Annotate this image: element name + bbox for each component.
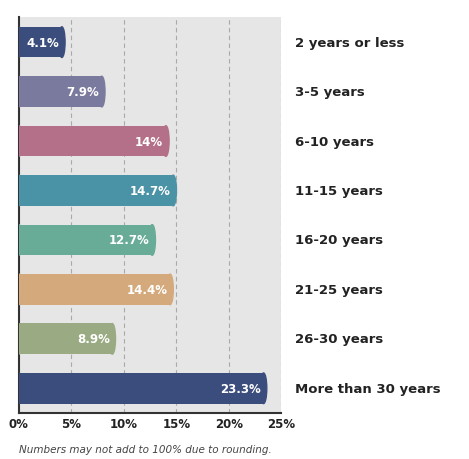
Text: 8.9%: 8.9% [77,333,110,346]
Text: 23.3%: 23.3% [220,382,261,395]
Text: 11-15 years: 11-15 years [295,185,383,197]
Circle shape [15,274,22,305]
Text: 14.4%: 14.4% [127,283,167,296]
Bar [19,166,281,216]
Circle shape [170,176,176,207]
Bar [19,176,173,207]
Bar [19,67,281,117]
Text: 6-10 years: 6-10 years [295,135,374,148]
Bar [19,28,62,58]
Text: 26-30 years: 26-30 years [295,333,384,346]
Circle shape [15,225,22,256]
Circle shape [260,373,267,404]
Circle shape [149,225,155,256]
Bar [19,324,112,354]
Circle shape [109,324,115,354]
Circle shape [98,77,105,108]
Circle shape [15,77,22,108]
Bar [19,225,152,256]
Text: 3-5 years: 3-5 years [295,86,365,99]
Circle shape [59,28,65,58]
Circle shape [15,126,22,157]
Circle shape [15,176,22,207]
Text: 2 years or less: 2 years or less [295,37,405,50]
Bar [19,18,281,67]
Text: 14%: 14% [135,135,163,148]
Bar [19,364,281,413]
Text: 12.7%: 12.7% [109,234,150,247]
Text: Numbers may not add to 100% due to rounding.: Numbers may not add to 100% due to round… [19,444,272,454]
Bar [19,274,170,305]
Bar [19,77,102,108]
Circle shape [15,373,22,404]
Bar [19,314,281,364]
Text: 14.7%: 14.7% [130,185,171,197]
Text: 21-25 years: 21-25 years [295,283,383,296]
Bar [19,117,281,166]
Text: More than 30 years: More than 30 years [295,382,441,395]
Circle shape [167,274,174,305]
Circle shape [15,324,22,354]
Text: 4.1%: 4.1% [26,37,59,50]
Bar [19,126,166,157]
Bar [19,216,281,265]
Bar [19,373,264,404]
Bar [19,265,281,314]
Text: 7.9%: 7.9% [67,86,99,99]
Circle shape [15,28,22,58]
Circle shape [163,126,169,157]
Text: 16-20 years: 16-20 years [295,234,384,247]
